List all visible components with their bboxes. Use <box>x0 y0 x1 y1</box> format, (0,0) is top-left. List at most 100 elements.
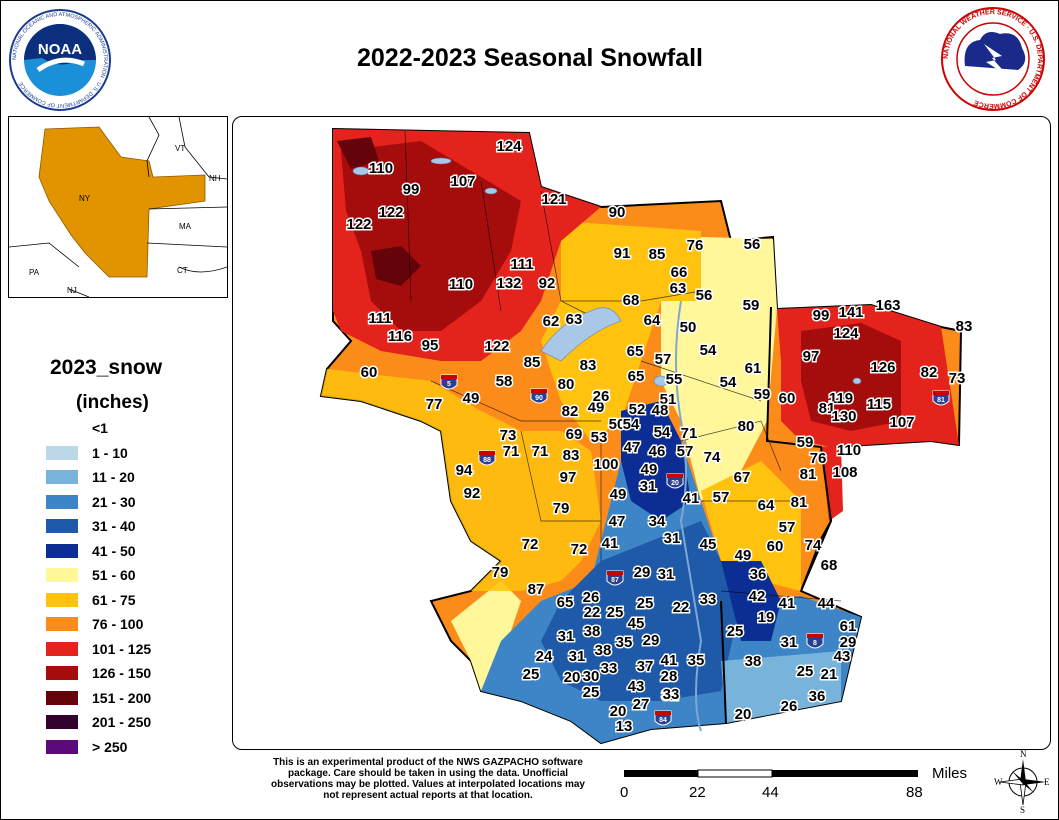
station-snowfall-value: 126 <box>870 359 895 376</box>
legend-row: <1 <box>46 416 151 441</box>
legend-row: 101 - 125 <box>46 637 151 662</box>
station-snowfall-value: 71 <box>532 443 549 460</box>
legend: <1 1 - 10 11 - 20 21 - 30 31 - 40 41 - 50 51 -… <box>46 416 151 759</box>
legend-swatch <box>46 715 78 730</box>
station-snowfall-value: 30 <box>583 668 600 685</box>
station-snowfall-value: 130 <box>831 408 856 425</box>
legend-row: 31 - 40 <box>46 514 151 539</box>
station-snowfall-value: 71 <box>503 443 520 460</box>
station-snowfall-value: 13 <box>616 718 633 735</box>
legend-swatch <box>46 543 78 558</box>
legend-label: 11 - 20 <box>92 469 135 486</box>
legend-swatch <box>46 494 78 509</box>
scale-units: Miles <box>932 765 968 782</box>
legend-label: 126 - 150 <box>92 665 152 682</box>
legend-row: 126 - 150 <box>46 661 151 686</box>
station-snowfall-value: 65 <box>557 594 574 611</box>
station-snowfall-value: 60 <box>361 364 378 381</box>
station-snowfall-value: 50 <box>680 319 697 336</box>
station-snowfall-value: 43 <box>834 648 851 665</box>
compass-rose-icon: N S W E <box>994 749 1050 813</box>
station-snowfall-value: 57 <box>713 489 730 506</box>
station-snowfall-value: 29 <box>840 634 857 651</box>
station-snowfall-value: 64 <box>644 312 661 329</box>
station-snowfall-value: 54 <box>700 342 717 359</box>
legend-row: 1 - 10 <box>46 441 151 466</box>
station-snowfall-value: 121 <box>541 191 566 208</box>
station-snowfall-value: 31 <box>569 648 586 665</box>
station-snowfall-value: 48 <box>652 402 669 419</box>
compass-w: W <box>994 777 1003 787</box>
station-snowfall-value: 99 <box>813 307 830 324</box>
legend-row: 151 - 200 <box>46 686 151 711</box>
station-snowfall-value: 49 <box>463 390 480 407</box>
station-snowfall-value: 69 <box>566 426 583 443</box>
station-snowfall-value: 26 <box>593 388 610 405</box>
interstate-number: 88 <box>483 457 491 464</box>
station-snowfall-value: 25 <box>523 666 540 683</box>
station-snowfall-value: 46 <box>649 443 666 460</box>
station-snowfall-value: 60 <box>767 538 784 555</box>
legend-label: 41 - 50 <box>92 542 136 559</box>
interstate-number: 5 <box>447 381 451 388</box>
snowfall-map-panel: 124 110 99 107 122 121 90 122 76 56 91 85 66 111 63 56 1… <box>232 116 1051 750</box>
legend-swatch <box>46 641 78 656</box>
station-snowfall-value: 52 <box>629 401 646 418</box>
station-snowfall-value: 35 <box>616 634 633 651</box>
station-snowfall-value: 25 <box>797 663 814 680</box>
station-snowfall-value: 110 <box>837 442 861 459</box>
station-snowfall-value: 41 <box>602 535 619 552</box>
station-snowfall-value: 24 <box>536 648 553 665</box>
station-snowfall-value: 54 <box>720 374 737 391</box>
legend-label: > 250 <box>92 738 128 755</box>
inset-label-ma: MA <box>179 222 192 231</box>
legend-row: 51 - 60 <box>46 563 151 588</box>
station-snowfall-value: 20 <box>610 703 627 720</box>
station-snowfall-value: 62 <box>543 313 560 330</box>
inset-label-nj: NJ <box>67 286 77 295</box>
legend-swatch <box>46 592 78 607</box>
station-snowfall-value: 91 <box>614 245 631 262</box>
station-snowfall-value: 47 <box>609 513 626 530</box>
station-snowfall-value: 100 <box>593 456 618 473</box>
station-snowfall-value: 25 <box>637 595 654 612</box>
station-snowfall-value: 42 <box>749 588 766 605</box>
station-snowfall-value: 38 <box>595 642 612 659</box>
compass-s: S <box>1020 805 1025 813</box>
station-snowfall-value: 37 <box>637 658 654 675</box>
legend-row: 21 - 30 <box>46 490 151 515</box>
station-snowfall-value: 29 <box>634 564 651 581</box>
station-snowfall-value: 108 <box>832 464 857 481</box>
station-snowfall-value: 81 <box>819 400 836 417</box>
interstate-shield-icon: 5 <box>440 374 458 390</box>
interstate-shield-icon: 81 <box>932 390 950 406</box>
legend-unit: (inches) <box>76 392 149 413</box>
station-snowfall-value: 31 <box>558 628 575 645</box>
interstate-shield-icon: 20 <box>666 473 684 489</box>
station-snowfall-value: 77 <box>426 396 443 413</box>
locator-inset-map: VT NH NY MA CT PA NJ <box>8 116 228 298</box>
station-snowfall-value: 45 <box>628 615 645 632</box>
legend-label: <1 <box>92 420 108 437</box>
station-snowfall-value: 79 <box>553 500 570 517</box>
legend-label: 51 - 60 <box>92 567 136 584</box>
station-snowfall-value: 76 <box>810 450 827 467</box>
station-snowfall-value: 51 <box>660 391 677 408</box>
station-snowfall-value: 122 <box>484 338 509 355</box>
station-snowfall-value: 33 <box>663 686 680 703</box>
interstate-number: 20 <box>671 480 679 487</box>
legend-row: > 250 <box>46 735 151 760</box>
station-snowfall-value: 26 <box>781 698 798 715</box>
station-snowfall-value: 57 <box>655 351 672 368</box>
legend-swatch <box>46 470 78 485</box>
inset-label-pa: PA <box>29 268 40 277</box>
station-snowfall-value: 49 <box>610 486 627 503</box>
station-snowfall-value: 57 <box>677 443 694 460</box>
station-snowfall-value: 57 <box>779 519 796 536</box>
legend-row: 201 - 250 <box>46 710 151 735</box>
legend-swatch <box>46 519 78 534</box>
station-snowfall-value: 31 <box>662 687 679 704</box>
station-snowfall-value: 72 <box>522 536 539 553</box>
scale-bar <box>624 769 918 778</box>
